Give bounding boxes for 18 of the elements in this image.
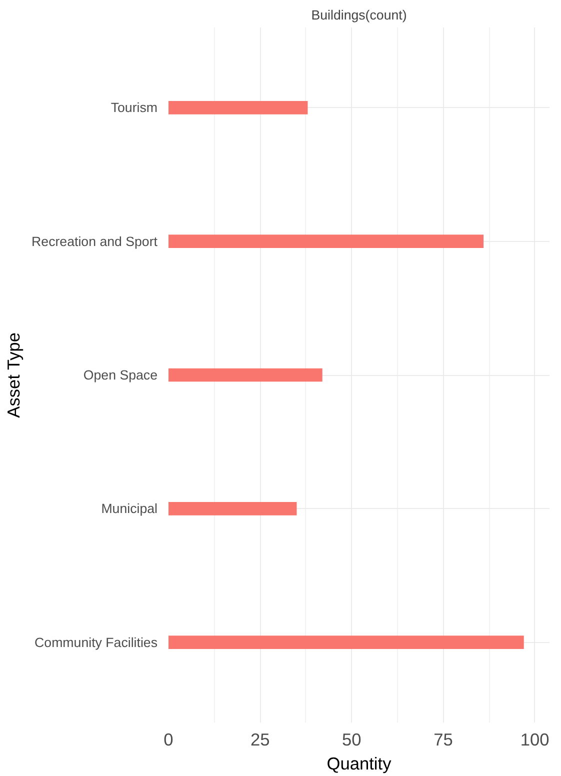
bar bbox=[168, 502, 297, 516]
x-tick-label: 25 bbox=[250, 730, 270, 750]
y-tick-label: Municipal bbox=[101, 501, 158, 516]
x-axis-title: Quantity bbox=[326, 754, 392, 774]
x-tick-label: 75 bbox=[434, 730, 453, 750]
bar bbox=[168, 234, 484, 248]
y-tick-label: Community Facilities bbox=[34, 634, 158, 650]
bar bbox=[168, 636, 524, 649]
y-tick-label: Tourism bbox=[110, 100, 158, 116]
x-tick-label: 50 bbox=[342, 730, 362, 750]
y-tick-label: Open Space bbox=[83, 368, 158, 382]
x-tick-label: 0 bbox=[164, 730, 174, 750]
x-tick-label: 100 bbox=[520, 730, 550, 750]
bar bbox=[168, 101, 308, 114]
y-tick-label: Recreation and Sport bbox=[32, 234, 158, 249]
bar bbox=[168, 368, 322, 382]
y-axis-title: Asset Type bbox=[4, 332, 24, 418]
chart-title: Buildings(count) bbox=[311, 8, 407, 22]
